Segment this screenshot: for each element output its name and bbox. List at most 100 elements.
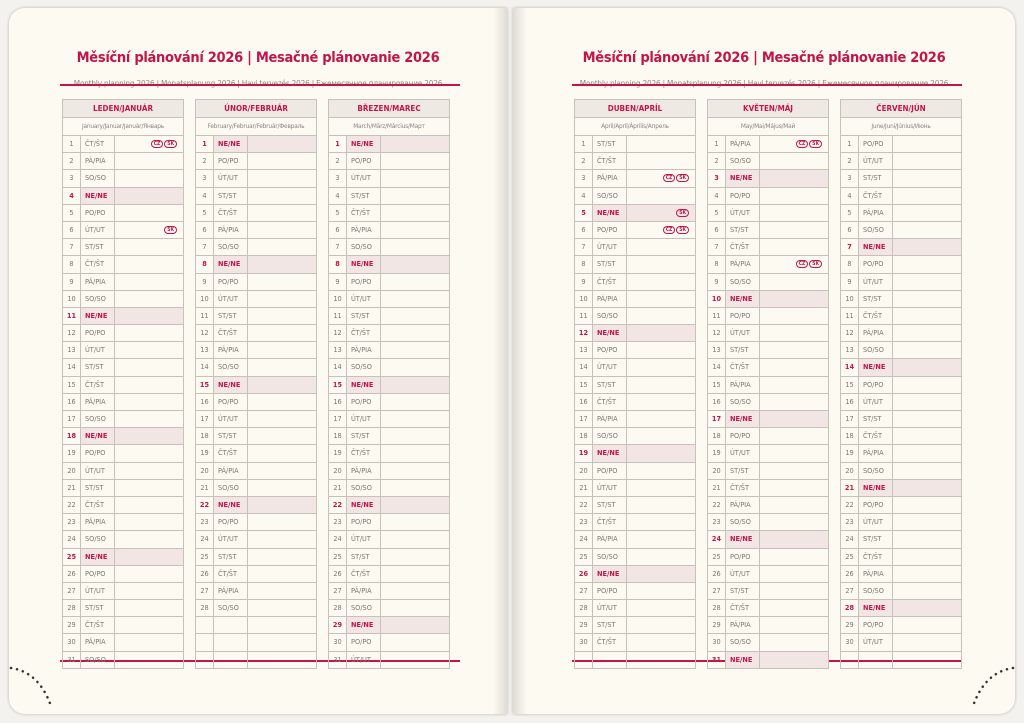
day-row[interactable]: 5 PÁ/PIA	[841, 204, 961, 222]
day-row[interactable]: 30 SO/SO	[708, 634, 828, 652]
day-row[interactable]: 12 NE/NE	[575, 325, 695, 343]
day-row[interactable]: 3 SO/SO	[63, 170, 183, 188]
notes-cell[interactable]	[115, 325, 183, 341]
day-row[interactable]: 24 SO/SO	[63, 531, 183, 549]
day-row[interactable]: 25 ČT/ŠT	[841, 548, 961, 566]
notes-cell[interactable]	[627, 445, 695, 462]
notes-cell[interactable]	[760, 377, 828, 393]
day-row[interactable]: 31 ÚT/UT	[329, 651, 449, 669]
notes-cell[interactable]	[248, 514, 316, 530]
day-row[interactable]: 3 ÚT/UT	[196, 170, 316, 188]
notes-cell[interactable]	[248, 549, 316, 565]
day-row[interactable]: 16 PO/PO	[329, 393, 449, 411]
day-row[interactable]: 15 PO/PO	[841, 376, 961, 394]
day-row[interactable]: 18 ST/ST	[329, 428, 449, 446]
day-row[interactable]: 20 ÚT/UT	[63, 462, 183, 480]
day-row[interactable]: 21 SO/SO	[329, 479, 449, 497]
day-row[interactable]: 20 SO/SO	[841, 462, 961, 480]
day-row[interactable]: 12 ČT/ŠT	[196, 325, 316, 343]
day-row[interactable]: 10 SO/SO	[63, 290, 183, 308]
day-row[interactable]: 9 PO/PO	[196, 273, 316, 291]
notes-cell[interactable]	[381, 514, 449, 530]
notes-cell[interactable]	[381, 531, 449, 547]
day-row[interactable]: 2 PO/PO	[196, 153, 316, 171]
notes-cell[interactable]	[627, 308, 695, 324]
day-row[interactable]: 8 ČT/ŠT	[63, 256, 183, 274]
day-row[interactable]: 16 PÁ/PIA	[63, 393, 183, 411]
notes-cell[interactable]	[248, 652, 316, 668]
day-row[interactable]: 13 ST/ST	[708, 342, 828, 360]
day-row[interactable]: 11 ST/ST	[196, 307, 316, 326]
day-row[interactable]: 25 SO/SO	[575, 548, 695, 566]
notes-cell[interactable]	[115, 583, 183, 599]
notes-cell[interactable]	[760, 445, 828, 461]
day-row[interactable]: 22 NE/NE	[196, 496, 316, 515]
notes-cell[interactable]	[248, 445, 316, 461]
notes-cell[interactable]: CZ SK	[627, 170, 695, 186]
day-row[interactable]: 25 NE/NE	[63, 548, 183, 566]
notes-cell[interactable]	[893, 342, 961, 358]
day-row[interactable]: 25 PO/PO	[708, 548, 828, 566]
notes-cell[interactable]	[381, 188, 449, 204]
notes-cell[interactable]	[248, 256, 316, 273]
day-row[interactable]: 10 ÚT/UT	[329, 290, 449, 308]
day-row[interactable]: 16 ÚT/UT	[841, 393, 961, 411]
day-row[interactable]: 1 PÁ/PIA CZ SK	[708, 136, 828, 154]
notes-cell[interactable]	[760, 463, 828, 479]
day-row[interactable]: 29 NE/NE	[329, 617, 449, 635]
notes-cell[interactable]	[627, 514, 695, 530]
day-row[interactable]: 11 PO/PO	[708, 307, 828, 326]
notes-cell[interactable]	[627, 291, 695, 307]
notes-cell[interactable]	[893, 479, 961, 496]
day-row[interactable]: 8 PÁ/PIA CZ SK	[708, 256, 828, 274]
notes-cell[interactable]	[760, 205, 828, 221]
day-row[interactable]: 30 PÁ/PIA	[63, 634, 183, 652]
notes-cell[interactable]	[893, 497, 961, 513]
notes-cell[interactable]	[760, 394, 828, 410]
day-row[interactable]: 23 PO/PO	[329, 514, 449, 532]
day-row[interactable]: 1 NE/NE	[329, 136, 449, 154]
notes-cell[interactable]	[760, 170, 828, 187]
notes-cell[interactable]	[627, 463, 695, 479]
notes-cell[interactable]	[248, 600, 316, 616]
notes-cell[interactable]	[760, 222, 828, 238]
notes-cell[interactable]	[381, 256, 449, 273]
notes-cell[interactable]	[381, 325, 449, 341]
day-row[interactable]: 30 ÚT/UT	[841, 634, 961, 652]
day-row[interactable]: 16 ČT/ŠT	[575, 393, 695, 411]
day-row[interactable]: 6 PÁ/PIA	[196, 221, 316, 240]
day-row[interactable]: 15 NE/NE	[196, 376, 316, 394]
day-row[interactable]: 4 NE/NE	[63, 187, 183, 205]
day-row[interactable]: 29 PÁ/PIA	[708, 617, 828, 635]
notes-cell[interactable]	[381, 170, 449, 186]
notes-cell[interactable]	[627, 565, 695, 582]
day-row[interactable]: 25 ST/ST	[196, 548, 316, 566]
day-row[interactable]: 7 ÚT/UT	[575, 239, 695, 257]
day-row[interactable]: 30 ČT/ŠT	[575, 634, 695, 652]
day-row[interactable]: 19 NE/NE	[575, 445, 695, 463]
day-row[interactable]: 28 NE/NE	[841, 600, 961, 618]
day-row[interactable]: 24 ST/ST	[841, 531, 961, 549]
day-row[interactable]: 26 ČT/ŠT	[329, 565, 449, 583]
notes-cell[interactable]	[248, 342, 316, 358]
notes-cell[interactable]	[381, 549, 449, 565]
day-row[interactable]: 28 SO/SO	[196, 600, 316, 618]
notes-cell[interactable]	[760, 274, 828, 290]
day-row[interactable]: 6 PO/PO CZ SK	[575, 221, 695, 240]
notes-cell[interactable]	[893, 239, 961, 256]
notes-cell[interactable]	[893, 652, 961, 668]
notes-cell[interactable]	[627, 652, 695, 668]
notes-cell[interactable]	[381, 205, 449, 221]
day-row[interactable]: 7 SO/SO	[196, 239, 316, 257]
day-row[interactable]: 28 ČT/ŠT	[708, 600, 828, 618]
notes-cell[interactable]	[115, 480, 183, 496]
notes-cell[interactable]	[115, 566, 183, 582]
day-row[interactable]: 27 PÁ/PIA	[196, 582, 316, 601]
day-row[interactable]: 26 NE/NE	[575, 565, 695, 583]
notes-cell[interactable]	[381, 274, 449, 290]
notes-cell[interactable]	[248, 463, 316, 479]
day-row[interactable]: 2 ÚT/UT	[841, 153, 961, 171]
notes-cell[interactable]	[115, 239, 183, 255]
notes-cell[interactable]	[893, 583, 961, 599]
notes-cell[interactable]	[893, 188, 961, 204]
